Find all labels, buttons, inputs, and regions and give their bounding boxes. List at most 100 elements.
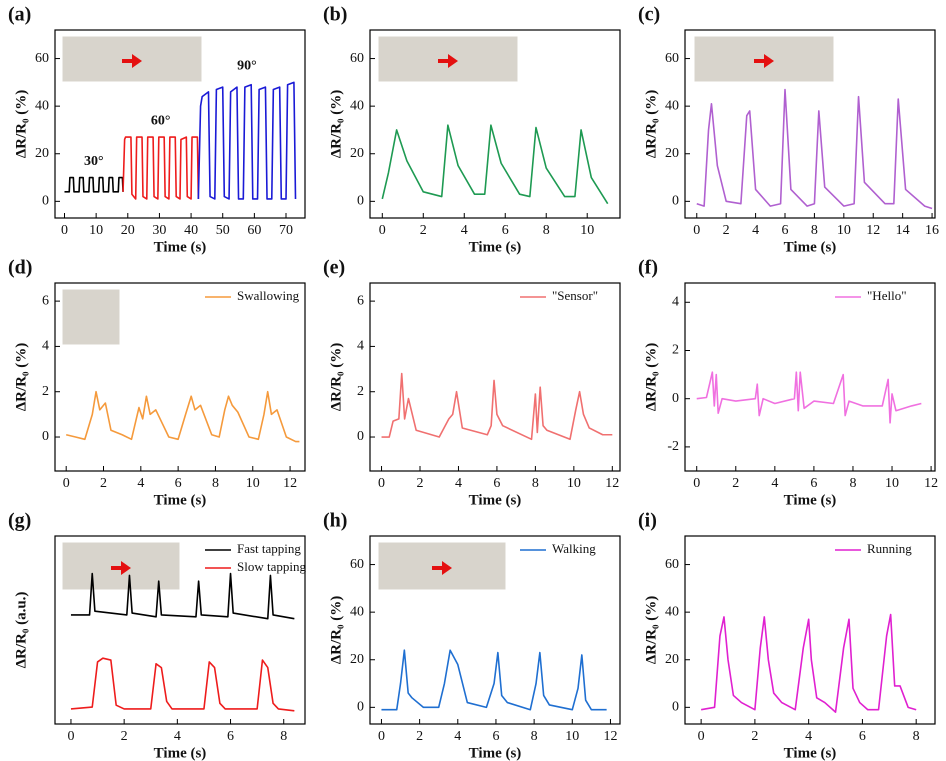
y-tick-label: 40 — [665, 98, 679, 113]
y-tick-label: 40 — [350, 98, 364, 113]
data-line — [70, 572, 295, 620]
panel-label: (h) — [323, 510, 347, 532]
y-axis-label: ΔR/R₀ (%) — [13, 343, 29, 411]
x-tick-label: 8 — [811, 223, 818, 238]
data-line — [122, 136, 200, 200]
legend-label: Fast tapping — [237, 541, 301, 556]
x-tick-label: 0 — [63, 476, 70, 491]
x-tick-label: 10 — [565, 729, 579, 744]
x-axis-label: Time (s) — [784, 745, 837, 761]
x-tick-label: 8 — [212, 476, 219, 491]
series-label: 90° — [237, 59, 257, 74]
plot-frame — [369, 535, 621, 725]
y-tick-label: 0 — [42, 429, 49, 444]
y-tick-label: 60 — [35, 51, 49, 66]
y-tick-label: 2 — [357, 384, 364, 399]
data-line — [197, 81, 297, 200]
legend-label: Running — [867, 541, 912, 556]
y-axis-label: ΔR/R₀ (%) — [643, 90, 659, 158]
x-tick-label: 10 — [885, 476, 899, 491]
x-tick-label: 2 — [417, 476, 424, 491]
x-tick-label: 8 — [280, 729, 287, 744]
data-line — [381, 372, 613, 441]
x-tick-label: 12 — [603, 729, 617, 744]
y-tick-label: 4 — [42, 339, 49, 354]
y-axis-label: ΔR/R₀ (%) — [13, 90, 29, 158]
x-tick-label: 0 — [693, 476, 700, 491]
x-tick-label: 2 — [732, 476, 739, 491]
data-line — [381, 124, 609, 205]
y-tick-label: 20 — [35, 146, 49, 161]
panel-label: (f) — [638, 257, 658, 279]
x-tick-label: 6 — [493, 476, 500, 491]
y-tick-label: 40 — [35, 98, 49, 113]
plot-frame — [684, 29, 936, 219]
x-tick-label: 10 — [246, 476, 260, 491]
x-tick-label: 40 — [184, 223, 198, 238]
y-tick-label: 6 — [42, 293, 49, 308]
plot-frame — [369, 29, 621, 219]
x-tick-label: 20 — [121, 223, 135, 238]
x-axis-label: Time (s) — [154, 239, 207, 255]
legend-label: Walking — [552, 541, 596, 556]
y-tick-label: 40 — [350, 604, 364, 619]
plot-frame — [54, 535, 306, 725]
data-line — [700, 613, 917, 713]
data-line — [64, 176, 124, 193]
y-tick-label: 4 — [357, 339, 364, 354]
x-tick-label: 4 — [137, 476, 144, 491]
x-axis-label: Time (s) — [154, 492, 207, 508]
panel-label: (e) — [323, 257, 345, 279]
y-tick-label: 60 — [665, 557, 679, 572]
photos — [61, 35, 835, 591]
x-tick-label: 6 — [492, 729, 499, 744]
y-tick-label: 2 — [672, 343, 679, 358]
x-axis-label: Time (s) — [154, 745, 207, 761]
plot-frame — [684, 535, 936, 725]
y-tick-label: 0 — [42, 194, 49, 209]
x-tick-label: 8 — [849, 476, 856, 491]
y-axis-label: ΔR/R₀ (a.u.) — [13, 592, 29, 669]
x-tick-label: 0 — [379, 223, 386, 238]
x-tick-label: 30 — [152, 223, 166, 238]
x-tick-label: 6 — [782, 223, 789, 238]
x-tick-label: 8 — [532, 476, 539, 491]
x-tick-label: 6 — [810, 476, 817, 491]
x-tick-label: 0 — [378, 476, 385, 491]
x-axis-label: Time (s) — [469, 239, 522, 255]
series-label: 60° — [151, 113, 171, 128]
y-axis-label: ΔR/R₀ (%) — [643, 596, 659, 664]
x-tick-label: 70 — [279, 223, 293, 238]
x-tick-label: 4 — [771, 476, 778, 491]
legend-label: "Sensor" — [552, 288, 598, 303]
x-tick-label: 6 — [859, 729, 866, 744]
x-tick-label: 0 — [698, 729, 705, 744]
x-tick-label: 2 — [121, 729, 128, 744]
plot-frame — [684, 282, 936, 472]
panel-label: (b) — [323, 4, 347, 26]
y-axis-label: ΔR/R₀ (%) — [328, 90, 344, 158]
x-tick-label: 4 — [174, 729, 181, 744]
x-tick-label: 0 — [67, 729, 74, 744]
x-tick-label: 2 — [416, 729, 423, 744]
x-tick-label: 12 — [866, 223, 880, 238]
x-tick-label: 10 — [837, 223, 851, 238]
x-tick-label: 0 — [693, 223, 700, 238]
x-tick-label: 0 — [61, 223, 68, 238]
x-tick-label: 2 — [751, 729, 758, 744]
y-tick-label: 20 — [665, 146, 679, 161]
x-tick-label: 10 — [89, 223, 103, 238]
x-axis-label: Time (s) — [469, 745, 522, 761]
y-tick-label: 4 — [672, 295, 679, 310]
y-tick-label: 20 — [665, 652, 679, 667]
x-tick-label: 10 — [567, 476, 581, 491]
x-tick-label: 14 — [896, 223, 910, 238]
y-tick-label: 0 — [672, 700, 679, 715]
x-axis-label: Time (s) — [784, 492, 837, 508]
x-tick-label: 6 — [175, 476, 182, 491]
x-tick-label: 12 — [605, 476, 619, 491]
x-axis-label: Time (s) — [784, 239, 837, 255]
plot-frame — [54, 282, 306, 472]
y-tick-label: 0 — [357, 194, 364, 209]
y-tick-label: 0 — [672, 194, 679, 209]
